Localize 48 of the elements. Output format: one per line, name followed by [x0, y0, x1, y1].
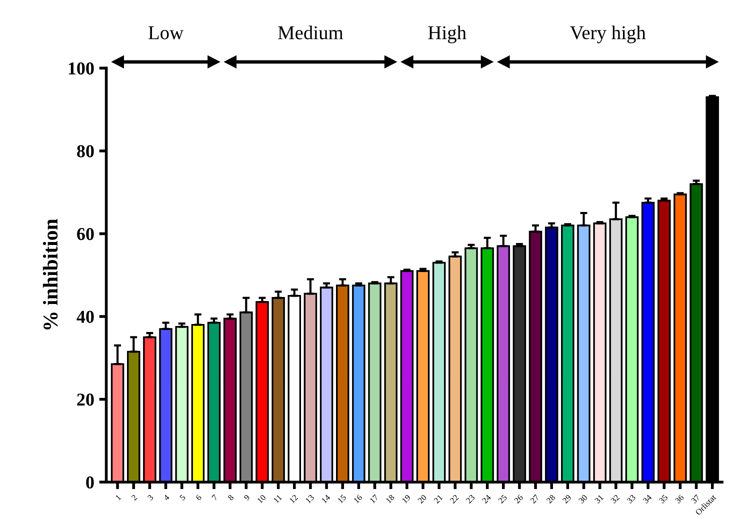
- x-tick-label: 1: [115, 494, 122, 500]
- y-tick-label: 100: [68, 62, 94, 75]
- x-tick-label: 6: [195, 494, 202, 501]
- text: High: [428, 26, 466, 44]
- x-tick-label: 8: [228, 494, 234, 501]
- x-tick-label: 13: [305, 494, 314, 504]
- x-tick-label: 31: [594, 494, 604, 504]
- x-tick-label: 14: [321, 494, 331, 504]
- x-tick-label: 37: [690, 494, 700, 504]
- x-tick-label: 35: [658, 494, 668, 504]
- x-tick-label: 22: [450, 494, 459, 504]
- x-tick-label: 4: [163, 494, 170, 501]
- x-tick-label: 28: [546, 494, 556, 504]
- text: Very high: [570, 26, 646, 44]
- x-tick-label: 32: [610, 494, 620, 504]
- y-tick-label: 20: [77, 394, 94, 406]
- x-tick-label: 23: [466, 494, 476, 504]
- x-tick-label: 34: [642, 494, 652, 504]
- x-tick-label: 17: [370, 494, 379, 504]
- y-axis-title: % inhibition: [42, 218, 58, 330]
- x-tick-label: 7: [212, 494, 218, 501]
- y-tick-label: 60: [77, 228, 94, 240]
- x-tick-label: 21: [434, 494, 443, 504]
- x-tick-label: 16: [353, 494, 363, 504]
- x-tick-label: 19: [402, 494, 411, 504]
- x-tick-label: 29: [562, 494, 572, 504]
- x-tick-label: 30: [578, 494, 588, 504]
- x-tick-label: 12: [289, 494, 298, 504]
- y-tick-label: 40: [76, 310, 94, 323]
- x-tick-label: 24: [482, 494, 492, 504]
- x-tick-label: 3: [147, 494, 154, 501]
- x-tick-label: 10: [257, 494, 266, 504]
- x-tick-label: 18: [386, 494, 395, 504]
- x-tick-label: 5: [179, 494, 186, 501]
- x-tick-label: 15: [337, 494, 347, 504]
- x-tick-label: 2: [131, 494, 138, 501]
- text: Medium: [278, 26, 344, 40]
- x-tick-label: 11: [273, 494, 282, 504]
- x-tick-label: 26: [514, 494, 524, 504]
- x-tick-label: 36: [674, 494, 684, 504]
- x-tick-label: 9: [244, 494, 250, 501]
- y-tick-label: 80: [77, 145, 94, 158]
- x-tick-label: 25: [498, 494, 508, 504]
- y-tick-label: 0: [86, 476, 94, 489]
- x-tick-label: 20: [418, 494, 427, 504]
- x-tick-label: 27: [530, 494, 540, 504]
- x-tick-label: 33: [626, 494, 636, 504]
- text: Low: [148, 26, 184, 40]
